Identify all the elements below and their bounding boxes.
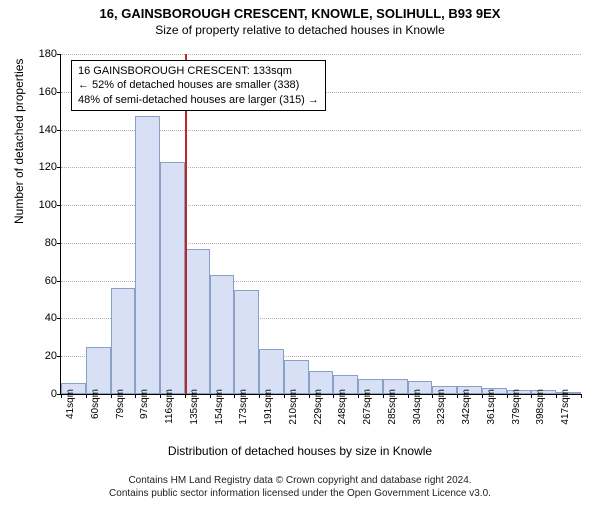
x-axis-label: Distribution of detached houses by size … <box>0 444 600 458</box>
xtick-label: 323sqm <box>436 389 447 425</box>
footer-line1: Contains HM Land Registry data © Crown c… <box>0 475 600 488</box>
xtick-label: 135sqm <box>189 389 200 425</box>
xtick-label: 210sqm <box>288 389 299 425</box>
xtick-label: 361sqm <box>486 389 497 425</box>
xtick-mark <box>135 394 136 398</box>
xtick-label: 60sqm <box>90 389 101 419</box>
xtick-mark <box>86 394 87 398</box>
xtick-mark <box>408 394 409 398</box>
ytick-label: 20 <box>31 350 57 362</box>
y-axis-label: Number of detached properties <box>12 59 26 224</box>
xtick-label: 417sqm <box>560 389 571 425</box>
xtick-mark <box>581 394 582 398</box>
xtick-mark <box>457 394 458 398</box>
histogram-bar <box>259 349 284 394</box>
xtick-label: 398sqm <box>535 389 546 425</box>
xtick-mark <box>309 394 310 398</box>
histogram-bar <box>111 288 136 394</box>
histogram-bar <box>185 249 210 394</box>
xtick-mark <box>358 394 359 398</box>
xtick-mark <box>383 394 384 398</box>
gridline-h <box>61 54 581 55</box>
xtick-label: 154sqm <box>214 389 225 425</box>
xtick-label: 248sqm <box>337 389 348 425</box>
ytick-label: 60 <box>31 275 57 287</box>
xtick-label: 79sqm <box>115 389 126 419</box>
xtick-label: 116sqm <box>164 389 175 424</box>
xtick-label: 379sqm <box>511 389 522 425</box>
xtick-mark <box>210 394 211 398</box>
histogram-bar <box>86 347 111 394</box>
xtick-label: 41sqm <box>65 389 76 419</box>
ytick-mark <box>57 356 61 357</box>
xtick-label: 173sqm <box>238 389 249 425</box>
title-line2: Size of property relative to detached ho… <box>0 23 600 37</box>
ytick-label: 40 <box>31 312 57 324</box>
xtick-mark <box>234 394 235 398</box>
xtick-mark <box>432 394 433 398</box>
histogram-bar <box>234 290 259 394</box>
ytick-label: 100 <box>31 199 57 211</box>
histogram-bar <box>135 116 160 394</box>
xtick-label: 342sqm <box>461 389 472 425</box>
annotation-line: ← 52% of detached houses are smaller (33… <box>78 78 319 92</box>
ytick-mark <box>57 54 61 55</box>
ytick-label: 180 <box>31 48 57 60</box>
chart-plot-area: 02040608010012014016018041sqm60sqm79sqm9… <box>60 54 581 395</box>
ytick-label: 120 <box>31 161 57 173</box>
ytick-mark <box>57 318 61 319</box>
annotation-line: 48% of semi-detached houses are larger (… <box>78 93 319 107</box>
histogram-bar <box>210 275 235 394</box>
ytick-label: 0 <box>31 388 57 400</box>
annotation-line: 16 GAINSBOROUGH CRESCENT: 133sqm <box>78 64 319 78</box>
xtick-mark <box>259 394 260 398</box>
ytick-label: 160 <box>31 86 57 98</box>
ytick-mark <box>57 130 61 131</box>
xtick-label: 285sqm <box>387 389 398 425</box>
ytick-label: 80 <box>31 237 57 249</box>
annotation-box: 16 GAINSBOROUGH CRESCENT: 133sqm← 52% of… <box>71 60 326 111</box>
xtick-mark <box>333 394 334 398</box>
xtick-mark <box>556 394 557 398</box>
ytick-label: 140 <box>31 124 57 136</box>
ytick-mark <box>57 205 61 206</box>
ytick-mark <box>57 167 61 168</box>
ytick-mark <box>57 243 61 244</box>
ytick-mark <box>57 92 61 93</box>
xtick-mark <box>160 394 161 398</box>
xtick-mark <box>284 394 285 398</box>
xtick-mark <box>61 394 62 398</box>
xtick-label: 229sqm <box>313 389 324 425</box>
xtick-mark <box>531 394 532 398</box>
xtick-label: 304sqm <box>412 389 423 425</box>
title-line1: 16, GAINSBOROUGH CRESCENT, KNOWLE, SOLIH… <box>0 6 600 21</box>
histogram-bar <box>160 162 185 394</box>
xtick-mark <box>111 394 112 398</box>
footer-line2: Contains public sector information licen… <box>0 488 600 501</box>
xtick-label: 267sqm <box>362 389 373 425</box>
xtick-mark <box>482 394 483 398</box>
xtick-label: 97sqm <box>139 389 150 419</box>
xtick-label: 191sqm <box>263 389 274 425</box>
xtick-mark <box>185 394 186 398</box>
footer-attribution: Contains HM Land Registry data © Crown c… <box>0 475 600 500</box>
ytick-mark <box>57 281 61 282</box>
xtick-mark <box>507 394 508 398</box>
